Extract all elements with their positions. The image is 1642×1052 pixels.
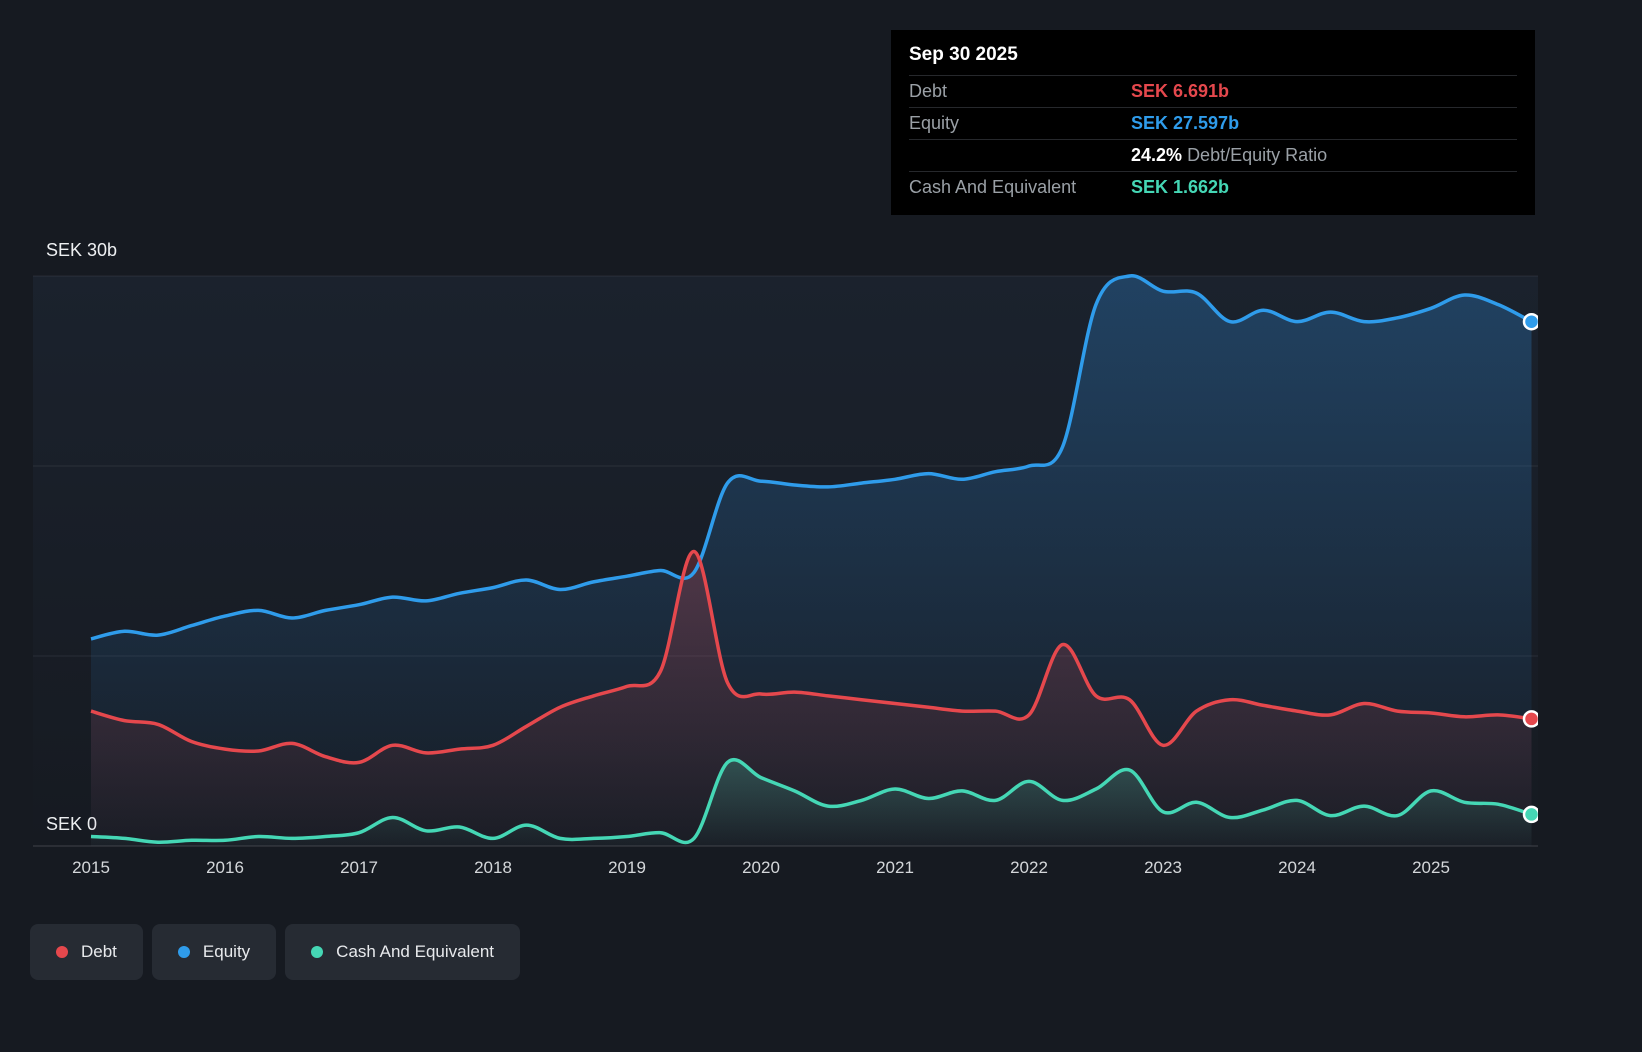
x-tick-label: 2020 [742, 858, 780, 877]
tooltip-debt-label: Debt [909, 81, 948, 101]
x-tick-label: 2023 [1144, 858, 1182, 877]
legend-cash-label: Cash And Equivalent [336, 942, 495, 961]
tooltip-ratio: 24.2% Debt/Equity Ratio [1131, 145, 1517, 166]
tooltip-row-equity: Equity SEK 27.597b [909, 107, 1517, 139]
tooltip-row-cash: Cash And Equivalent SEK 1.662b [909, 171, 1517, 203]
tooltip-date: Sep 30 2025 [909, 44, 1018, 65]
equity-line [90, 274, 1533, 641]
cash-and-equivalent-line [90, 758, 1533, 845]
x-tick-label: 2017 [340, 858, 378, 877]
debt-line [90, 549, 1532, 765]
cash-and-equivalent-endpoint-marker[interactable] [1522, 805, 1538, 824]
cash-and-equivalent-area [91, 759, 1532, 846]
legend-chip-equity[interactable]: Equity [151, 924, 277, 980]
x-tick-label: 2015 [72, 858, 110, 877]
x-tick-label: 2025 [1412, 858, 1450, 877]
equity-area [91, 275, 1532, 846]
chart-plot-area[interactable] [33, 260, 1538, 848]
y-axis-label-top: SEK 30b [46, 240, 118, 260]
tooltip-cash-value: SEK 1.662b [1131, 177, 1230, 197]
tooltip-row-debt: Debt SEK 6.691b [909, 75, 1517, 107]
cash-dot-icon [311, 946, 324, 958]
debt-dot-icon [56, 946, 68, 958]
legend-equity-label: Equity [202, 942, 251, 961]
debt-endpoint-marker[interactable] [1522, 710, 1538, 728]
x-tick-label: 2019 [608, 858, 646, 877]
legend-debt-label: Debt [81, 942, 117, 961]
tooltip-ratio-label: Debt/Equity Ratio [1187, 145, 1328, 165]
x-tick-label: 2022 [1010, 858, 1048, 877]
x-tick-label: 2024 [1278, 858, 1316, 877]
tooltip-debt-value: SEK 6.691b [1131, 81, 1230, 101]
tooltip-row-ratio: 24.2% Debt/Equity Ratio [909, 139, 1517, 171]
legend-chip-cash[interactable]: Cash And Equivalent [285, 924, 521, 980]
equity-endpoint-marker[interactable] [1522, 312, 1538, 331]
x-tick-label: 2016 [206, 858, 244, 877]
x-tick-label: 2021 [876, 858, 914, 877]
tooltip-equity-label: Equity [909, 113, 960, 133]
equity-dot-icon [177, 946, 190, 958]
debt-area [91, 551, 1532, 846]
tooltip-ratio-value: 24.2% [1131, 145, 1183, 165]
chart-legend: Debt Equity Cash And Equivalent [30, 924, 521, 980]
legend-chip-debt[interactable]: Debt [30, 924, 143, 980]
chart-tooltip: Sep 30 2025 Debt SEK 6.691b Equity SEK 2… [891, 30, 1535, 215]
x-tick-label: 2018 [474, 858, 512, 877]
tooltip-cash-label: Cash And Equivalent [909, 177, 1077, 197]
tooltip-equity-value: SEK 27.597b [1131, 113, 1240, 133]
x-axis: 2015 2016 2017 2018 2019 2020 2021 2022 2023 2024… [0, 858, 1642, 884]
